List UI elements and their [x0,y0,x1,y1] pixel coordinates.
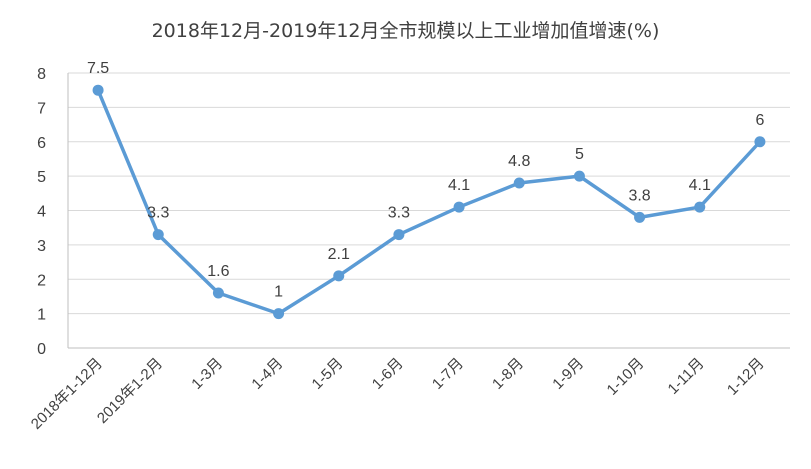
data-point [453,201,465,213]
x-tick-label: 1-11月 [665,355,708,398]
x-tick-label: 1-6月 [369,355,407,393]
x-tick-label: 1-3月 [188,355,226,393]
y-tick-label: 1 [37,307,46,324]
data-label: 1.6 [207,263,229,280]
data-point [694,201,706,213]
data-point [92,84,104,96]
data-label: 4.1 [448,177,470,194]
data-label: 2.1 [328,246,350,263]
y-tick-label: 0 [37,341,46,358]
data-point [393,229,405,241]
data-point [152,229,164,241]
data-label: 4.1 [689,177,711,194]
x-tick-label: 1-7月 [429,355,467,393]
x-tick-label: 1-9月 [549,355,587,393]
data-point [273,308,285,320]
y-tick-label: 6 [37,135,46,152]
data-label: 3.3 [147,205,169,222]
data-point [212,287,224,299]
chart-title: 2018年12月-2019年12月全市规模以上工业增加值增速(%) [151,20,660,42]
data-label: 6 [755,112,764,129]
x-tick-label: 2019年1-2月 [94,355,166,427]
data-point [754,136,766,148]
y-tick-label: 3 [37,238,46,255]
series-line [96,88,762,316]
x-tick-label: 2018年1-12月 [28,355,106,433]
data-label: 4.8 [508,153,530,170]
x-tick-label: 1-8月 [489,355,527,393]
data-label: 3.8 [628,187,650,204]
y-tick-label: 5 [37,169,46,186]
data-label: 1 [274,284,283,301]
data-point [573,170,585,182]
x-tick-label: 1-5月 [309,355,347,393]
y-tick-label: 2 [37,272,46,289]
data-label: 5 [575,146,584,163]
y-tick-label: 4 [37,204,46,221]
x-tick-label: 1-12月 [724,355,768,399]
data-label: 7.5 [87,60,109,77]
x-tick-label: 1-10月 [604,355,648,399]
x-tick-label: 1-4月 [248,355,286,393]
data-point [634,211,646,223]
data-point [333,270,345,282]
y-tick-label: 8 [37,66,46,83]
data-point [513,177,525,189]
y-tick-label: 7 [37,100,46,117]
data-label: 3.3 [388,205,410,222]
